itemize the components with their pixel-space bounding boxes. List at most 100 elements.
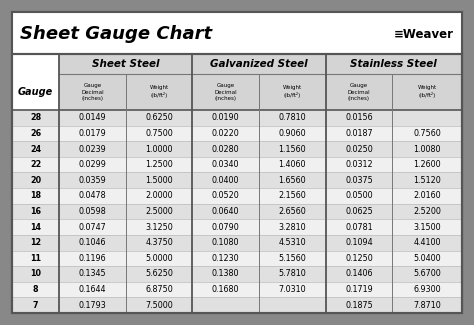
Text: 5.1560: 5.1560 [278, 254, 306, 263]
Bar [12, 235, 462, 251]
Text: 4.5310: 4.5310 [279, 238, 306, 247]
Text: 2.1560: 2.1560 [278, 191, 306, 201]
Text: 10: 10 [30, 269, 41, 279]
Text: 0.1793: 0.1793 [79, 301, 107, 310]
Text: Sheet Gauge Chart: Sheet Gauge Chart [20, 25, 212, 43]
Text: 0.0747: 0.0747 [79, 223, 107, 232]
Bar [12, 54, 462, 313]
Text: 0.1406: 0.1406 [345, 269, 373, 279]
Text: Stainless Steel: Stainless Steel [350, 59, 437, 69]
Bar [12, 173, 462, 188]
Text: 4.4100: 4.4100 [413, 238, 441, 247]
Bar [12, 282, 462, 297]
Text: 0.0187: 0.0187 [345, 129, 373, 138]
Text: 0.9060: 0.9060 [279, 129, 306, 138]
Text: 7.5000: 7.5000 [145, 301, 173, 310]
Text: 0.0156: 0.0156 [345, 113, 373, 122]
Text: 11: 11 [30, 254, 41, 263]
Text: 1.6560: 1.6560 [279, 176, 306, 185]
Text: 0.0640: 0.0640 [212, 207, 239, 216]
Text: 2.6560: 2.6560 [278, 207, 306, 216]
Text: ≡Weaver: ≡Weaver [394, 28, 454, 41]
Text: 0.0625: 0.0625 [345, 207, 373, 216]
Text: 1.5120: 1.5120 [413, 176, 441, 185]
Text: 3.2810: 3.2810 [279, 223, 306, 232]
Text: 2.0160: 2.0160 [413, 191, 441, 201]
Text: 0.1230: 0.1230 [212, 254, 239, 263]
Text: 0.0220: 0.0220 [212, 129, 240, 138]
Text: Gauge: Gauge [18, 87, 53, 97]
Text: 0.0781: 0.0781 [345, 223, 373, 232]
Bar [12, 266, 462, 282]
Text: Gauge
Decimal
(inches): Gauge Decimal (inches) [214, 83, 237, 101]
Text: 8: 8 [33, 285, 38, 294]
Text: 5.6250: 5.6250 [145, 269, 173, 279]
Text: 0.1196: 0.1196 [79, 254, 106, 263]
Text: 0.0239: 0.0239 [79, 145, 107, 153]
Text: 1.5000: 1.5000 [146, 176, 173, 185]
Text: 0.7500: 0.7500 [145, 129, 173, 138]
Text: 14: 14 [30, 223, 41, 232]
Text: 0.1080: 0.1080 [212, 238, 239, 247]
Text: 6.8750: 6.8750 [145, 285, 173, 294]
Text: 7.8710: 7.8710 [413, 301, 441, 310]
Text: 12: 12 [30, 238, 41, 247]
Text: 0.0340: 0.0340 [212, 160, 239, 169]
Text: 0.0500: 0.0500 [345, 191, 373, 201]
Text: 0.1094: 0.1094 [345, 238, 373, 247]
Text: 0.7560: 0.7560 [413, 129, 441, 138]
Text: Galvanized Steel: Galvanized Steel [210, 59, 308, 69]
Text: 0.1680: 0.1680 [212, 285, 239, 294]
Bar [12, 157, 462, 173]
Text: 1.4060: 1.4060 [279, 160, 306, 169]
Bar [12, 141, 462, 157]
Text: Weight
(lb/ft²): Weight (lb/ft²) [283, 85, 302, 98]
Text: 0.0149: 0.0149 [79, 113, 106, 122]
Bar [12, 54, 462, 110]
Text: 0.0312: 0.0312 [345, 160, 373, 169]
Text: 1.1560: 1.1560 [279, 145, 306, 153]
Bar [12, 297, 462, 313]
Text: 6.9300: 6.9300 [413, 285, 441, 294]
Text: 2.5000: 2.5000 [145, 207, 173, 216]
Text: 3.1250: 3.1250 [145, 223, 173, 232]
Bar [12, 126, 462, 141]
Text: 5.0000: 5.0000 [146, 254, 173, 263]
Text: 0.1719: 0.1719 [345, 285, 373, 294]
Text: Sheet Steel: Sheet Steel [92, 59, 160, 69]
Text: 22: 22 [30, 160, 41, 169]
Bar [12, 251, 462, 266]
Text: 0.1380: 0.1380 [212, 269, 239, 279]
Text: 0.0375: 0.0375 [345, 176, 373, 185]
Text: 3.1500: 3.1500 [413, 223, 441, 232]
Bar [12, 54, 59, 110]
Bar [12, 12, 462, 54]
Text: Weight
(lb/ft²): Weight (lb/ft²) [418, 85, 437, 98]
Text: 0.7810: 0.7810 [279, 113, 306, 122]
Text: 5.6700: 5.6700 [413, 269, 441, 279]
Text: 0.0280: 0.0280 [212, 145, 239, 153]
Text: 2.5200: 2.5200 [413, 207, 441, 216]
Bar [12, 204, 462, 219]
Text: 1.2500: 1.2500 [145, 160, 173, 169]
Text: 0.0598: 0.0598 [79, 207, 107, 216]
Text: 0.1644: 0.1644 [79, 285, 106, 294]
Text: 7.0310: 7.0310 [279, 285, 306, 294]
Text: 0.1875: 0.1875 [345, 301, 373, 310]
Text: 7: 7 [33, 301, 38, 310]
Text: 5.0400: 5.0400 [413, 254, 441, 263]
Text: 4.3750: 4.3750 [145, 238, 173, 247]
Text: 0.0478: 0.0478 [79, 191, 106, 201]
Text: 0.0520: 0.0520 [212, 191, 240, 201]
Text: 2.0000: 2.0000 [146, 191, 173, 201]
Text: 0.0790: 0.0790 [212, 223, 240, 232]
Text: Gauge
Decimal
(inches): Gauge Decimal (inches) [347, 83, 370, 101]
Text: 1.0000: 1.0000 [146, 145, 173, 153]
Text: 0.0190: 0.0190 [212, 113, 239, 122]
Text: 0.1250: 0.1250 [345, 254, 373, 263]
Text: 0.0359: 0.0359 [79, 176, 107, 185]
Bar [12, 188, 462, 204]
Text: 26: 26 [30, 129, 41, 138]
Text: 0.1345: 0.1345 [79, 269, 106, 279]
Text: 20: 20 [30, 176, 41, 185]
